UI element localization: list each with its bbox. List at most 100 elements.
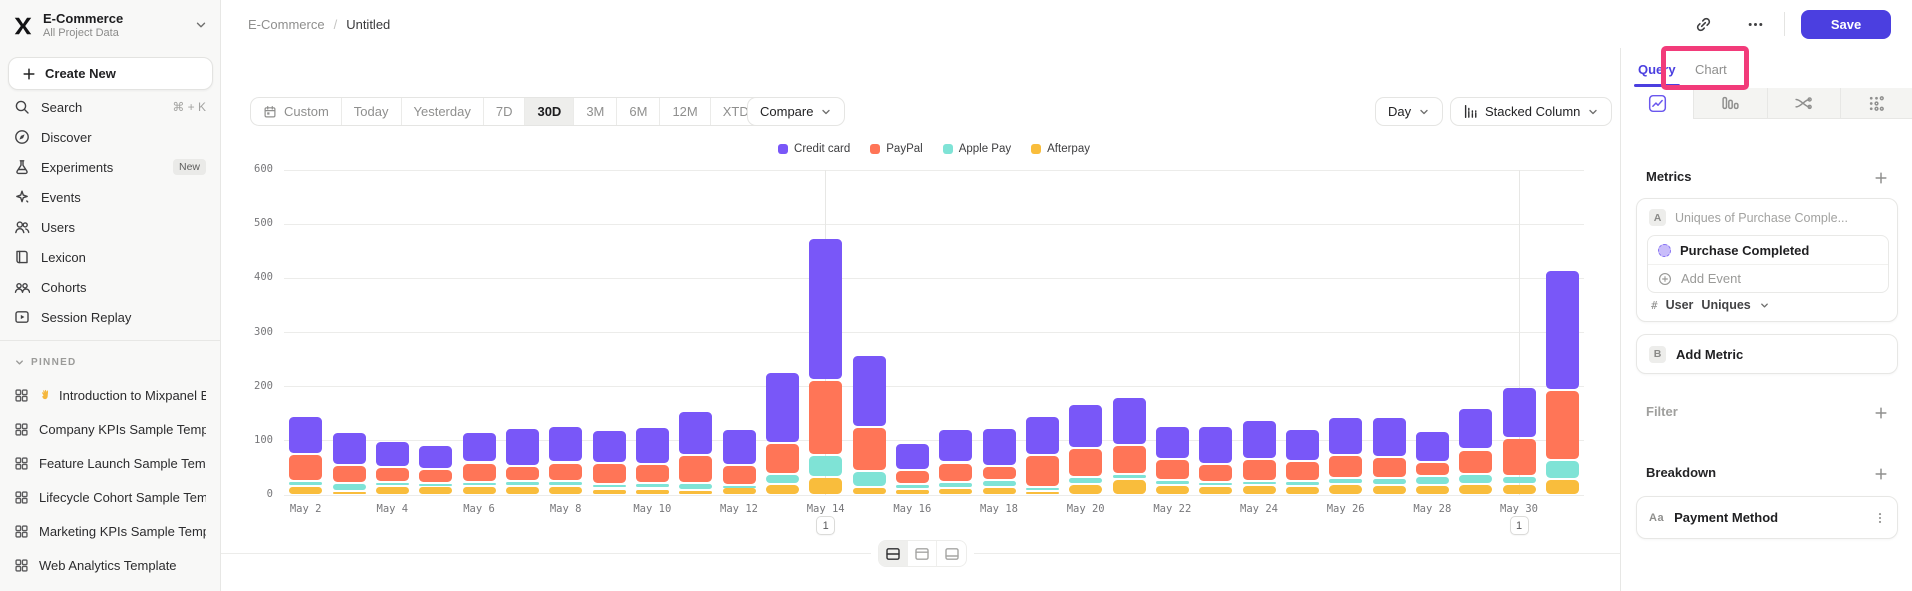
sidebar-item-users[interactable]: Users	[0, 212, 220, 242]
bar-segment-credit-card[interactable]	[679, 412, 713, 455]
bar-segment-credit-card[interactable]	[1415, 431, 1449, 461]
pinned-section-header[interactable]: PINNED	[14, 352, 77, 372]
chart-type-tab-insights-line[interactable]	[1621, 88, 1694, 119]
bar-segment-apple-pay[interactable]	[375, 483, 409, 486]
bar-segment-apple-pay[interactable]	[419, 484, 453, 487]
bar-segment-afterpay[interactable]	[1415, 485, 1449, 494]
bar-segment-afterpay[interactable]	[1155, 486, 1189, 494]
bar-segment-paypal[interactable]	[1415, 462, 1449, 476]
bar-segment-paypal[interactable]	[895, 471, 929, 483]
bar-segment-afterpay[interactable]	[549, 486, 583, 494]
bar-segment-afterpay[interactable]	[1459, 484, 1493, 494]
bar-segment-credit-card[interactable]	[1112, 397, 1146, 444]
chart-type-tab-retention-grid[interactable]	[1839, 88, 1912, 119]
date-range-30d[interactable]: 30D	[525, 98, 575, 125]
bar-segment-apple-pay[interactable]	[1069, 477, 1103, 484]
bar-segment-afterpay[interactable]	[635, 489, 669, 494]
bar-segment-credit-card[interactable]	[419, 446, 453, 468]
bar-segment-credit-card[interactable]	[1372, 418, 1406, 457]
sidebar-item-session-replay[interactable]: Session Replay	[0, 302, 220, 332]
legend-item-paypal[interactable]: PayPal	[870, 143, 923, 155]
bar-segment-apple-pay[interactable]	[289, 482, 323, 485]
bar-segment-apple-pay[interactable]	[852, 472, 886, 487]
sidebar-item-lexicon[interactable]: Lexicon	[0, 242, 220, 272]
bar-segment-afterpay[interactable]	[1545, 479, 1579, 494]
sidebar-item-search[interactable]: Search ⌘ + K	[0, 92, 220, 122]
bar-segment-credit-card[interactable]	[982, 428, 1016, 465]
bar-segment-credit-card[interactable]	[809, 238, 843, 379]
bar-segment-credit-card[interactable]	[722, 429, 756, 464]
granularity-dropdown[interactable]: Day	[1375, 97, 1444, 126]
bar-segment-credit-card[interactable]	[1285, 429, 1319, 461]
bar-segment-apple-pay[interactable]	[635, 484, 669, 488]
bar-segment-afterpay[interactable]	[1502, 484, 1536, 494]
bar-segment-afterpay[interactable]	[1112, 480, 1146, 494]
bar-segment-paypal[interactable]	[375, 467, 409, 481]
bar-segment-credit-card[interactable]	[1242, 421, 1276, 459]
tab-chart[interactable]: Chart	[1695, 61, 1727, 77]
bar-segment-credit-card[interactable]	[332, 432, 366, 465]
bar-segment-apple-pay[interactable]	[549, 481, 583, 485]
bar-segment-apple-pay[interactable]	[895, 484, 929, 488]
bar-segment-paypal[interactable]	[1155, 460, 1189, 480]
date-range-3m[interactable]: 3M	[574, 98, 618, 125]
pinned-board-item[interactable]: Web Analytics Template	[0, 548, 220, 582]
bar-segment-afterpay[interactable]	[1285, 487, 1319, 494]
bar-segment-paypal[interactable]	[635, 464, 669, 483]
bar-segment-apple-pay[interactable]	[1285, 481, 1319, 486]
bar-segment-afterpay[interactable]	[1372, 486, 1406, 494]
bar-segment-paypal[interactable]	[1199, 464, 1233, 481]
breakdown-options-button[interactable]	[1873, 511, 1887, 525]
bar-segment-apple-pay[interactable]	[332, 483, 366, 490]
bar-segment-credit-card[interactable]	[462, 433, 496, 462]
bar-segment-paypal[interactable]	[1545, 391, 1579, 459]
pinned-board-item[interactable]: Lifecycle Cohort Sample Template	[0, 480, 220, 514]
sidebar-item-discover[interactable]: Discover	[0, 122, 220, 152]
bar-segment-afterpay[interactable]	[462, 487, 496, 494]
pinned-board-item[interactable]: Introduction to Mixpanel Boards	[0, 378, 220, 412]
bar-segment-paypal[interactable]	[462, 463, 496, 481]
bar-segment-apple-pay[interactable]	[592, 485, 626, 488]
add-filter-button[interactable]	[1872, 404, 1890, 422]
bar-segment-paypal[interactable]	[549, 463, 583, 480]
bar-segment-afterpay[interactable]	[679, 490, 713, 494]
bar-segment-apple-pay[interactable]	[765, 475, 799, 483]
date-range-yesterday[interactable]: Yesterday	[402, 98, 484, 125]
bar-segment-apple-pay[interactable]	[939, 483, 973, 487]
annotation-count-badge[interactable]: 1	[1509, 516, 1529, 535]
measurement-selector[interactable]: # User Uniques	[1651, 298, 1770, 312]
date-range-7d[interactable]: 7D	[484, 98, 526, 125]
bar-segment-afterpay[interactable]	[1329, 485, 1363, 494]
legend-item-credit-card[interactable]: Credit card	[778, 143, 850, 155]
bar-segment-afterpay[interactable]	[289, 486, 323, 494]
bar-segment-paypal[interactable]	[679, 456, 713, 482]
bar-segment-credit-card[interactable]	[1545, 271, 1579, 390]
bar-segment-paypal[interactable]	[1069, 449, 1103, 476]
bar-segment-paypal[interactable]	[722, 465, 756, 485]
metric-b-card[interactable]: B Add Metric	[1636, 334, 1898, 374]
sidebar-item-experiments[interactable]: Experiments New	[0, 152, 220, 182]
breadcrumb-project[interactable]: E-Commerce	[248, 16, 325, 32]
bar-segment-credit-card[interactable]	[895, 444, 929, 470]
bar-segment-apple-pay[interactable]	[1545, 460, 1579, 478]
bar-segment-credit-card[interactable]	[939, 429, 973, 462]
bar-segment-afterpay[interactable]	[809, 477, 843, 494]
pinned-board-item[interactable]: Company KPIs Sample Template	[0, 412, 220, 446]
bar-segment-afterpay[interactable]	[939, 488, 973, 494]
bar-segment-credit-card[interactable]	[1502, 388, 1536, 438]
bar-segment-credit-card[interactable]	[549, 426, 583, 462]
bar-segment-paypal[interactable]	[1112, 445, 1146, 473]
legend-item-afterpay[interactable]: Afterpay	[1031, 143, 1090, 155]
bar-segment-afterpay[interactable]	[1069, 485, 1103, 494]
bar-segment-afterpay[interactable]	[592, 489, 626, 494]
date-range-6m[interactable]: 6M	[617, 98, 661, 125]
bar-segment-afterpay[interactable]	[1242, 486, 1276, 494]
bar-segment-credit-card[interactable]	[1155, 426, 1189, 459]
pinned-board-item[interactable]: Marketing KPIs Sample Template	[0, 514, 220, 548]
share-link-button[interactable]	[1690, 11, 1716, 37]
bar-segment-paypal[interactable]	[1459, 450, 1493, 474]
bar-segment-afterpay[interactable]	[722, 488, 756, 494]
bar-segment-afterpay[interactable]	[852, 488, 886, 494]
bar-segment-apple-pay[interactable]	[1112, 474, 1146, 479]
date-range-today[interactable]: Today	[342, 98, 402, 125]
